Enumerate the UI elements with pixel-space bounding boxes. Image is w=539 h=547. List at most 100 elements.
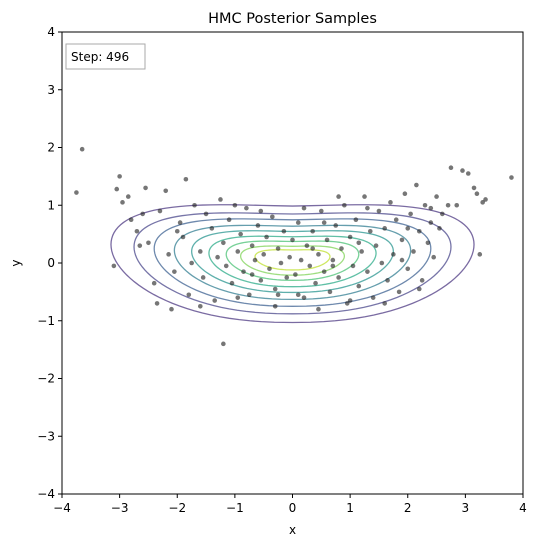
sample-point [290,237,295,243]
y-tick-label: −4 [37,487,55,501]
sample-point [74,190,79,195]
sample-point [327,289,333,295]
contour-lines [110,204,475,324]
sample-point [471,185,477,191]
contour-line [191,230,394,294]
sample-point [367,228,373,234]
sample-point [333,223,339,228]
sample-point [382,226,388,231]
sample-point [437,226,442,231]
y-axis-ticks: −4 −3 −2 −1 0 1 2 3 4 [37,25,62,501]
sample-point [215,254,220,260]
sample-point [212,298,218,303]
sample-point [396,289,402,295]
sample-point [321,220,327,225]
sample-point [146,240,151,246]
y-tick-label: −2 [37,372,55,386]
sample-point [235,295,241,300]
sample-point [163,188,169,194]
sample-point [258,278,264,283]
step-annotation-box [65,43,146,70]
sample-point [281,228,287,234]
sample-point [244,205,249,211]
sample-point [295,292,301,298]
sample-point [414,182,419,188]
sample-point [252,257,258,263]
sample-point [249,243,255,248]
sample-point [330,257,336,263]
sample-point [370,295,376,300]
sample-point [154,301,160,306]
sample-point [342,202,347,208]
sample-point [261,252,266,257]
sample-point [373,243,379,248]
sample-point [356,240,362,246]
sample-point [304,243,310,248]
sample-point [362,194,367,199]
sample-point [405,266,411,272]
sample-point [365,269,370,274]
x-tick-label: 0 [289,501,297,515]
sample-point [151,280,157,286]
sample-points [74,146,514,347]
sample-point [189,260,194,266]
sample-point [301,205,307,211]
y-tick-label: 2 [47,141,55,155]
y-tick-label: 3 [47,83,55,97]
sample-point [405,226,411,231]
x-tick-label: −2 [168,501,186,515]
sample-point [477,252,483,257]
sample-point [241,269,246,274]
sample-point [295,220,301,225]
sample-point [385,278,390,283]
x-axis-label: x [289,523,296,537]
sample-point [258,208,264,214]
x-tick-label: −4 [53,501,71,515]
x-tick-label: 4 [519,501,527,515]
sample-point [434,194,439,199]
sample-point [186,292,192,298]
sample-point [411,249,416,254]
sample-point [137,243,143,248]
sample-point [382,301,388,306]
sample-point [134,228,140,234]
step-annotation: Step: 496 [65,43,146,70]
chart-title: HMC Posterior Samples [208,11,377,27]
sample-point [235,249,241,254]
sample-point [336,275,341,280]
sample-point [353,217,359,222]
sample-point [359,249,364,254]
sample-point [79,146,85,152]
sample-point [391,252,396,257]
x-tick-label: −3 [111,501,129,515]
plot-frame [61,31,524,495]
sample-point [399,257,405,263]
sample-point [275,292,281,298]
sample-point [480,200,485,205]
sample-point [376,208,382,214]
sample-point [310,246,315,251]
sample-point [330,263,336,269]
sample-point [284,275,290,280]
sample-point [339,246,344,251]
sample-point [166,252,171,257]
sample-point [223,263,229,269]
sample-point [388,200,393,205]
sample-point [428,205,434,211]
contour-line [110,204,475,324]
sample-point [172,269,177,274]
x-tick-label: −1 [226,501,244,515]
sample-point [509,175,514,180]
sample-point [264,234,269,240]
y-axis-label: y [9,259,23,266]
sample-point [419,278,425,283]
sample-point [301,295,307,300]
sample-point [111,263,117,269]
sample-point [117,174,122,179]
sample-point [238,231,243,237]
sample-point [347,298,353,303]
sample-point [143,185,148,191]
sample-point [255,223,261,228]
sample-point [114,186,120,192]
contour-line [133,212,452,315]
